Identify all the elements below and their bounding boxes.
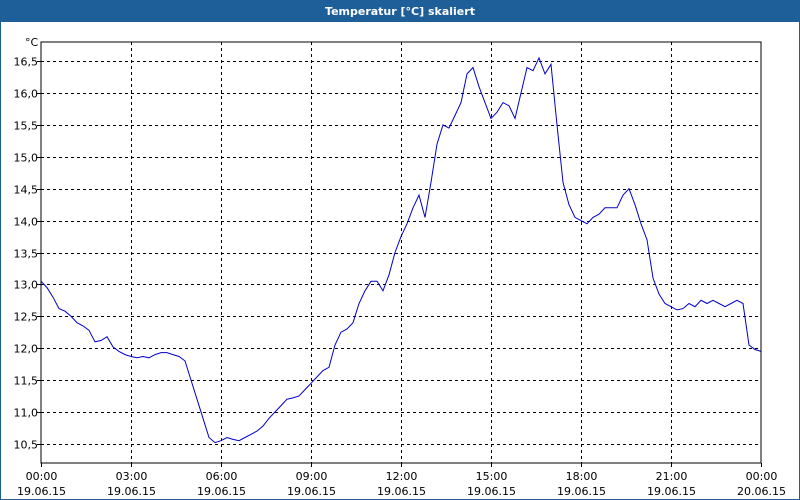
x-tick-date: 19.06.15 (197, 485, 246, 498)
x-axis-ticks: 00:00 19.06.15 03:00 19.06.15 06:00 19.06.15 0… (17, 463, 786, 498)
line-chart: °C 10,511,011,512,012,513,013,514,014,51… (14, 36, 786, 498)
plot-area-border (40, 41, 762, 464)
x-tick-date: 19.06.15 (377, 485, 426, 498)
x-tick-date: 19.06.15 (107, 485, 156, 498)
y-tick-label: 12,0 (14, 343, 39, 356)
y-tick-label: 13,0 (14, 279, 39, 292)
y-tick-label: 11,0 (14, 407, 39, 420)
y-tick-label: 14,0 (14, 216, 39, 229)
x-tick-date: 19.06.15 (557, 485, 606, 498)
x-tick-time: 00:00 (746, 470, 778, 483)
y-tick-label: 15,0 (14, 152, 39, 165)
y-tick-label: 14,5 (14, 184, 39, 197)
x-tick-date: 19.06.15 (467, 485, 516, 498)
x-tick-time: 06:00 (206, 470, 238, 483)
y-tick-label: 11,5 (14, 375, 39, 388)
x-tick-time: 00:00 (26, 470, 58, 483)
x-tick-date: 19.06.15 (17, 485, 66, 498)
y-tick-label: 16,0 (14, 88, 39, 101)
y-axis-ticks: 10,5 11,0 11,5 12,0 12,5 13,0 13,5 14,0 14,5 15,0… (14, 56, 41, 452)
y-tick-label: 12,5 (14, 311, 39, 324)
x-tick-date: 20.06.15 (737, 485, 786, 498)
y-unit-label: °C (25, 36, 39, 49)
chart-series (40, 56, 762, 444)
x-tick-time: 09:00 (296, 470, 328, 483)
y-tick-label: 16,5 (14, 56, 39, 69)
y-tick-label: 13,5 (14, 248, 39, 261)
temperature-line (40, 56, 762, 444)
x-tick-time: 03:00 (116, 470, 148, 483)
chart-grid (41, 42, 761, 463)
x-tick-time: 21:00 (656, 470, 688, 483)
x-tick-time: 15:00 (476, 470, 508, 483)
x-tick-time: 18:00 (566, 470, 598, 483)
window-title: Temperatur [°C] skaliert (1, 1, 799, 22)
y-tick-label: 15,5 (14, 120, 39, 133)
x-tick-time: 12:00 (386, 470, 418, 483)
y-tick-label: 10,5 (14, 439, 39, 452)
x-tick-date: 19.06.15 (287, 485, 336, 498)
x-tick-date: 19.06.15 (647, 485, 696, 498)
